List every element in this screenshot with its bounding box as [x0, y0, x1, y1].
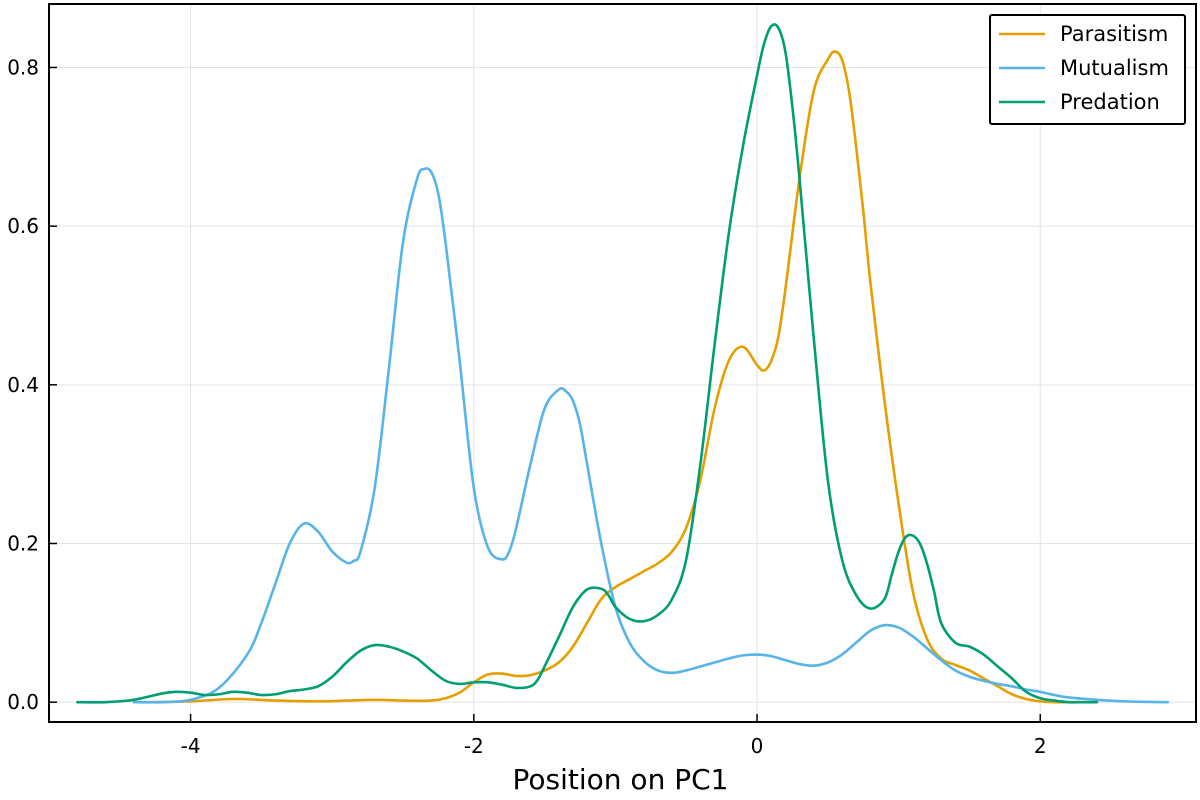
- legend-label-parasitism: Parasitism: [1060, 22, 1168, 46]
- legend-box: [989, 14, 1186, 125]
- y-tick-label: 0.0: [7, 690, 39, 714]
- y-tick-label: 0.8: [7, 55, 39, 79]
- y-tick-label: 0.2: [7, 531, 39, 555]
- series-line-predation: [76, 23, 1099, 704]
- plot-frame: [48, 3, 1197, 723]
- y-tick-label: 0.4: [7, 373, 39, 397]
- tick-labels: -4 -2 0 2 0.0 0.2 0.4 0.6 0.8: [7, 55, 1046, 758]
- legend-label-mutualism: Mutualism: [1060, 56, 1169, 80]
- x-tick-label: -2: [464, 734, 484, 758]
- x-tick-label: 0: [751, 734, 764, 758]
- x-tick-label: -4: [181, 734, 201, 758]
- legend: Parasitism Mutualism Predation: [989, 14, 1186, 125]
- x-axis-label: Position on PC1: [513, 763, 729, 796]
- y-tick-label: 0.6: [7, 214, 39, 238]
- x-tick-label: 2: [1034, 734, 1047, 758]
- legend-label-predation: Predation: [1060, 90, 1160, 114]
- series-line-mutualism: [132, 167, 1169, 704]
- series-group: [76, 23, 1169, 704]
- ticks: [49, 66, 1041, 722]
